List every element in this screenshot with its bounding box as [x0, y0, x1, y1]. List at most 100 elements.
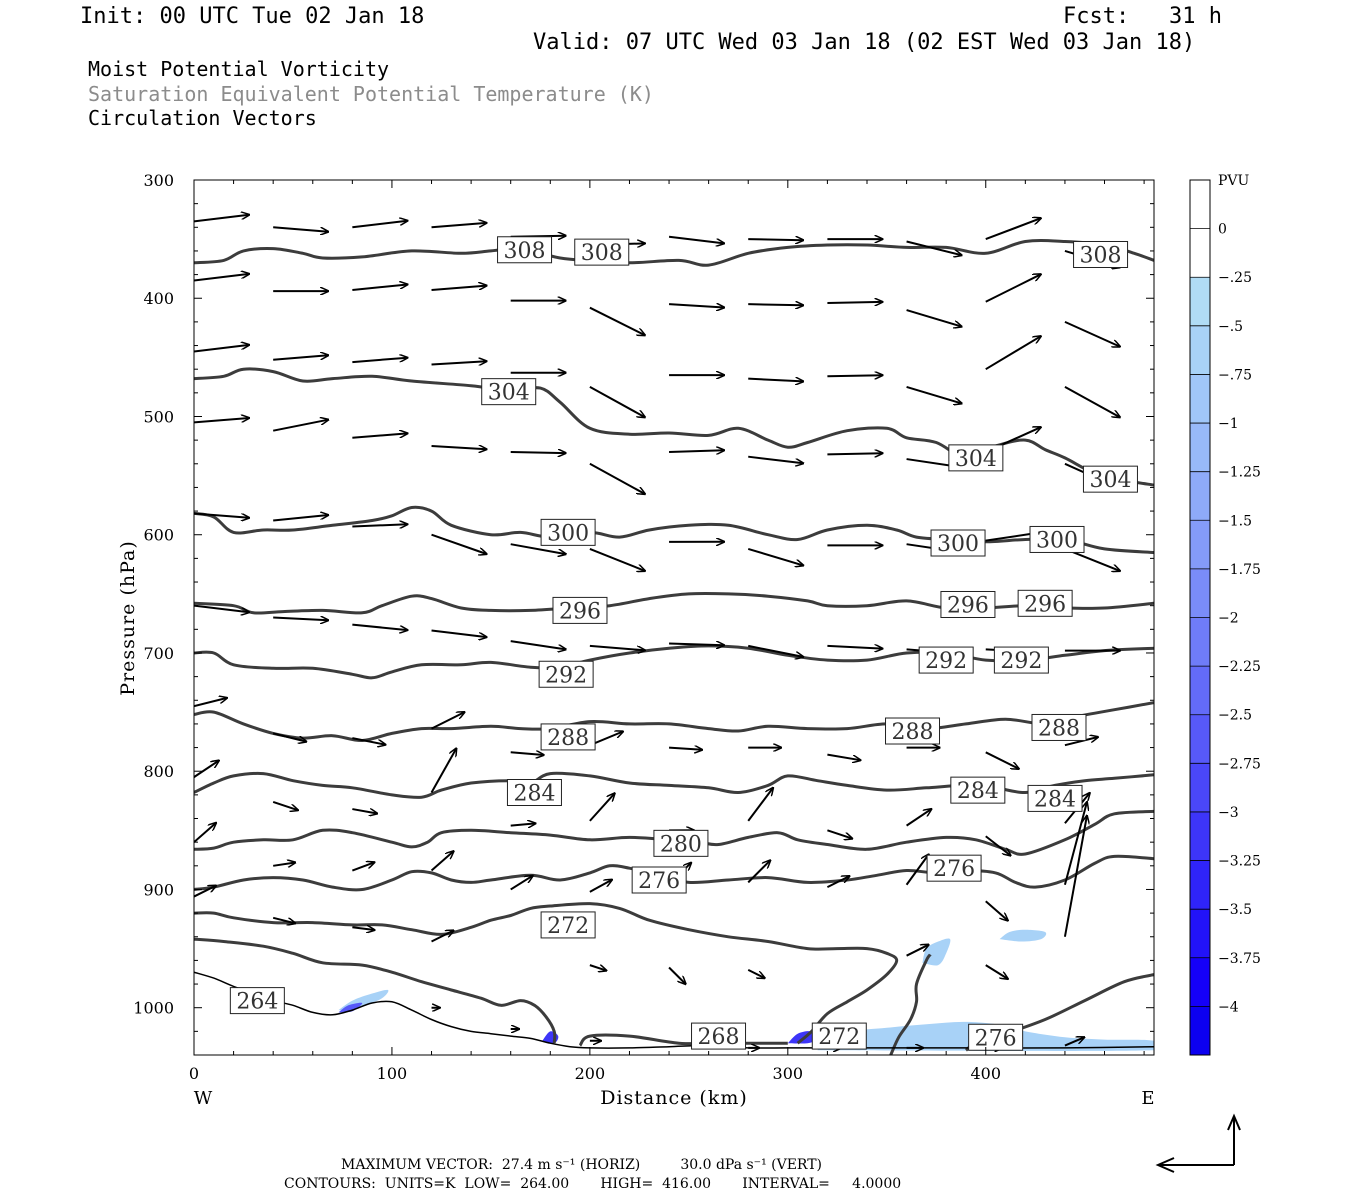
- circulation-vector: [748, 379, 803, 382]
- colorbar-label: −2: [1218, 611, 1239, 627]
- colorbar-label: −4: [1218, 999, 1239, 1015]
- contour-label-264: 264: [229, 987, 285, 1015]
- circulation-vector: [273, 863, 295, 866]
- x-tick-label: 400: [970, 1064, 1001, 1083]
- circulation-vector: [352, 737, 385, 745]
- colorbar-swatch: [1190, 860, 1210, 910]
- circulation-vector: [906, 945, 929, 957]
- pv-shaded-area: [922, 938, 951, 966]
- colorbar-label: −.5: [1218, 319, 1243, 335]
- colorbar-swatch: [1190, 325, 1210, 375]
- colorbar-label: −2.5: [1218, 708, 1252, 724]
- x-tick-label: 200: [575, 1064, 606, 1083]
- circulation-vector: [748, 455, 803, 464]
- y-tick-label: 900: [143, 880, 174, 899]
- contour-label-text: 304: [488, 381, 530, 406]
- circulation-vector: [589, 793, 615, 822]
- colorbar-swatch: [1190, 617, 1210, 667]
- contour-label-304: 304: [948, 444, 1004, 472]
- contour-label-text: 280: [660, 832, 702, 857]
- circulation-vector: [272, 916, 295, 923]
- circulation-vector: [510, 640, 566, 649]
- contour-label-box: [1017, 589, 1073, 617]
- contour-label-text: 288: [547, 726, 589, 751]
- colorbar-swatch: [1190, 957, 1210, 1007]
- contour-label-text: 304: [955, 447, 997, 472]
- colorbar-label: −.25: [1218, 270, 1252, 286]
- circulation-vector: [431, 533, 487, 554]
- theta-es-contour-272: [194, 902, 899, 1045]
- contour-label-text: 308: [1080, 243, 1122, 268]
- forecast-hour: Fcst: 31 h: [1063, 4, 1222, 29]
- contour-label-box: [926, 854, 982, 882]
- colorbar-label: −.75: [1218, 367, 1252, 383]
- contour-label-308: 308: [574, 238, 630, 266]
- theta-es-contour-268: [578, 1033, 788, 1047]
- contour-label-text: 300: [1036, 528, 1078, 553]
- x-tick-label: 100: [377, 1064, 408, 1083]
- colorbar-label: −2.75: [1218, 756, 1261, 772]
- circulation-vector: [352, 433, 407, 439]
- circulation-vector: [431, 223, 487, 229]
- circulation-vector: [985, 336, 1041, 371]
- circulation-vector: [510, 543, 566, 554]
- contour-label-268: 268: [691, 1022, 747, 1050]
- colorbar-swatch: [1190, 180, 1210, 230]
- circulation-vector: [431, 712, 465, 730]
- contour-label-box: [1082, 465, 1138, 493]
- circulation-vector: [1064, 320, 1120, 347]
- x-tick-label: 300: [773, 1064, 804, 1083]
- circulation-vector: [827, 302, 882, 303]
- contour-label-box: [506, 779, 562, 806]
- field-title-theta-es: Saturation Equivalent Potential Temperat…: [88, 82, 654, 106]
- contour-label-276: 276: [926, 854, 982, 882]
- contour-label-box: [1027, 784, 1083, 812]
- y-tick-label: 700: [143, 644, 174, 663]
- circulation-vector: [985, 835, 1011, 855]
- contour-label-text: 296: [1024, 592, 1066, 617]
- circulation-vector: [827, 453, 882, 454]
- circulation-vector: [510, 452, 566, 453]
- circulation-vector: [431, 629, 487, 638]
- axes: 300 400 500 600 700 800 900 1000 0 100 200 300 400: [133, 171, 1154, 1083]
- circulation-vector: [1064, 737, 1098, 747]
- valid-time: Valid: 07 UTC Wed 03 Jan 18 (02 EST Wed …: [533, 30, 1196, 55]
- contour-label-box: [968, 1023, 1024, 1051]
- circulation-vector: [589, 880, 612, 893]
- colorbar-swatch: [1190, 277, 1210, 327]
- circulation-vector: [748, 644, 803, 657]
- circulation-vector: [352, 927, 374, 930]
- contour-label-box: [940, 590, 996, 618]
- contour-label-304: 304: [1082, 465, 1138, 493]
- circulation-vector: [194, 698, 227, 708]
- colorbar-swatch: [1190, 471, 1210, 521]
- circulation-vector: [747, 860, 770, 884]
- colorbar-swatch: [1190, 374, 1210, 424]
- circulation-vector: [827, 375, 882, 376]
- contour-label-300: 300: [1029, 525, 1085, 553]
- circulation-vector: [430, 749, 457, 793]
- circulation-vector: [273, 618, 328, 621]
- colorbar-title: PVU: [1218, 173, 1250, 189]
- circulation-vector: [431, 361, 487, 364]
- circulation-vector: [194, 274, 249, 282]
- y-axis-label: Pressure (hPa): [117, 540, 139, 696]
- y-tick-label: 500: [143, 407, 174, 426]
- contour-label-288: 288: [885, 717, 941, 745]
- circulation-vector: [431, 286, 487, 291]
- circulation-vector: [352, 221, 407, 229]
- x-axis-label: Distance (km): [600, 1087, 748, 1109]
- circulation-vector: [827, 753, 860, 761]
- contour-label-288: 288: [1031, 713, 1087, 741]
- contour-label-box: [540, 911, 596, 939]
- circulation-vector: [194, 604, 249, 613]
- circulation-vector: [905, 855, 929, 886]
- x-right-end-label: E: [1141, 1088, 1154, 1109]
- contour-label-text: 276: [975, 1026, 1017, 1051]
- contour-label-text: 288: [892, 720, 934, 745]
- contour-label-276: 276: [968, 1023, 1024, 1051]
- contour-label-box: [552, 596, 608, 624]
- circulation-vector: [668, 235, 724, 244]
- contour-label-text: 284: [513, 782, 555, 807]
